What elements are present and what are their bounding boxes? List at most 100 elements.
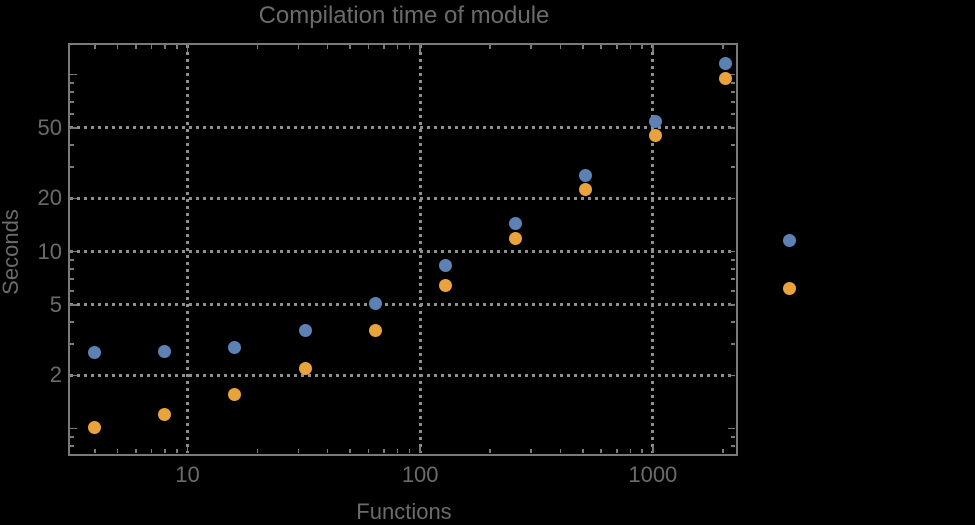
y-tick-right xyxy=(731,259,735,261)
data-point-blue xyxy=(438,259,452,273)
x-tick-top xyxy=(326,45,329,49)
data-point-orange xyxy=(718,72,732,86)
y-tick-left xyxy=(70,113,74,115)
x-tick-bottom xyxy=(641,449,643,453)
y-tick-right xyxy=(728,127,735,129)
data-point-orange xyxy=(648,129,662,143)
x-tick-bottom xyxy=(135,449,137,453)
x-tick-bottom xyxy=(559,449,561,453)
y-tick-right xyxy=(731,101,735,103)
x-tick-top xyxy=(176,45,178,49)
y-tick-right xyxy=(731,278,735,280)
gridline-y-50 xyxy=(70,126,735,130)
x-tick-top xyxy=(616,45,618,49)
data-point-blue xyxy=(508,217,522,231)
y-tick-left xyxy=(70,436,74,438)
data-point-orange xyxy=(508,231,522,245)
y-tick-right xyxy=(728,73,735,76)
x-tick-bottom xyxy=(176,449,178,453)
data-point-blue xyxy=(578,168,592,182)
y-tick-right xyxy=(731,144,735,146)
data-point-orange xyxy=(368,323,382,337)
y-tick-right xyxy=(731,321,735,323)
x-tick-top xyxy=(349,45,351,49)
legend-marker-blue xyxy=(783,234,796,247)
x-tick-bottom xyxy=(600,449,602,453)
gridline-x-10 xyxy=(186,45,189,453)
y-tick-label: 5 xyxy=(49,291,62,317)
y-tick-left xyxy=(70,259,74,261)
x-tick-top xyxy=(600,45,602,49)
x-tick-top xyxy=(396,45,399,49)
x-tick-bottom xyxy=(150,449,153,453)
x-tick-bottom xyxy=(629,449,632,453)
x-tick-bottom xyxy=(616,449,618,453)
y-tick-right xyxy=(728,197,735,200)
x-tick-bottom xyxy=(326,449,329,453)
data-point-orange xyxy=(578,182,592,196)
data-point-blue xyxy=(228,340,242,354)
x-tick-top xyxy=(150,45,153,49)
y-tick-right xyxy=(731,113,735,115)
y-tick-left xyxy=(70,374,77,377)
data-point-blue xyxy=(158,344,172,358)
gridline-y-10 xyxy=(70,250,735,254)
x-tick-bottom xyxy=(297,449,300,453)
y-tick-right xyxy=(728,304,735,306)
x-tick-top xyxy=(135,45,137,49)
y-tick-right xyxy=(731,343,735,345)
data-point-blue xyxy=(648,114,662,128)
y-tick-label: 2 xyxy=(49,362,62,388)
y-tick-left xyxy=(70,250,77,253)
x-tick-label: 1000 xyxy=(628,462,678,487)
y-tick-left xyxy=(70,445,74,447)
x-tick-bottom xyxy=(383,449,385,453)
x-tick-top xyxy=(489,45,491,49)
y-tick-right xyxy=(728,374,735,377)
x-tick-bottom xyxy=(489,449,491,453)
x-tick-bottom xyxy=(530,449,532,453)
y-axis-label: Seconds xyxy=(0,209,23,295)
x-tick-bottom xyxy=(186,446,189,453)
x-tick-top xyxy=(641,45,643,49)
gridline-x-1000 xyxy=(651,45,655,453)
chart-title: Compilation time of module xyxy=(258,2,550,29)
x-tick-bottom xyxy=(419,446,421,453)
x-tick-top xyxy=(419,45,421,52)
y-tick-left xyxy=(70,82,74,84)
x-tick-top xyxy=(722,45,724,49)
y-tick-left xyxy=(70,197,77,200)
x-tick-top xyxy=(530,45,532,49)
y-tick-right xyxy=(731,82,735,84)
x-tick-bottom xyxy=(116,449,119,453)
y-tick-left xyxy=(70,427,77,430)
gridline-x-100 xyxy=(418,45,422,453)
gridline-y-2 xyxy=(70,373,735,377)
x-axis-label: Functions xyxy=(356,499,452,524)
data-point-orange xyxy=(228,388,242,402)
x-tick-top xyxy=(94,45,96,49)
y-tick-left xyxy=(70,290,74,292)
data-point-blue xyxy=(368,296,382,310)
x-tick-bottom xyxy=(164,449,166,453)
x-tick-top xyxy=(164,45,166,49)
x-tick-top xyxy=(582,45,584,49)
x-tick-top xyxy=(408,45,411,49)
x-tick-top xyxy=(383,45,385,49)
x-tick-bottom xyxy=(349,449,351,453)
data-point-blue xyxy=(298,323,312,337)
y-tick-label: 50 xyxy=(37,114,62,140)
y-tick-left xyxy=(70,127,77,129)
x-tick-top xyxy=(652,45,654,52)
y-tick-right xyxy=(731,268,735,270)
x-tick-top xyxy=(367,45,370,49)
y-tick-label: 20 xyxy=(37,185,62,211)
x-tick-label: 10 xyxy=(175,462,200,487)
data-point-blue xyxy=(88,345,102,359)
x-tick-bottom xyxy=(94,449,96,453)
x-tick-bottom xyxy=(582,449,584,453)
y-tick-left xyxy=(70,278,74,280)
gridline-y-20 xyxy=(70,196,735,200)
x-tick-bottom xyxy=(652,446,654,453)
y-tick-label: 10 xyxy=(37,238,62,264)
